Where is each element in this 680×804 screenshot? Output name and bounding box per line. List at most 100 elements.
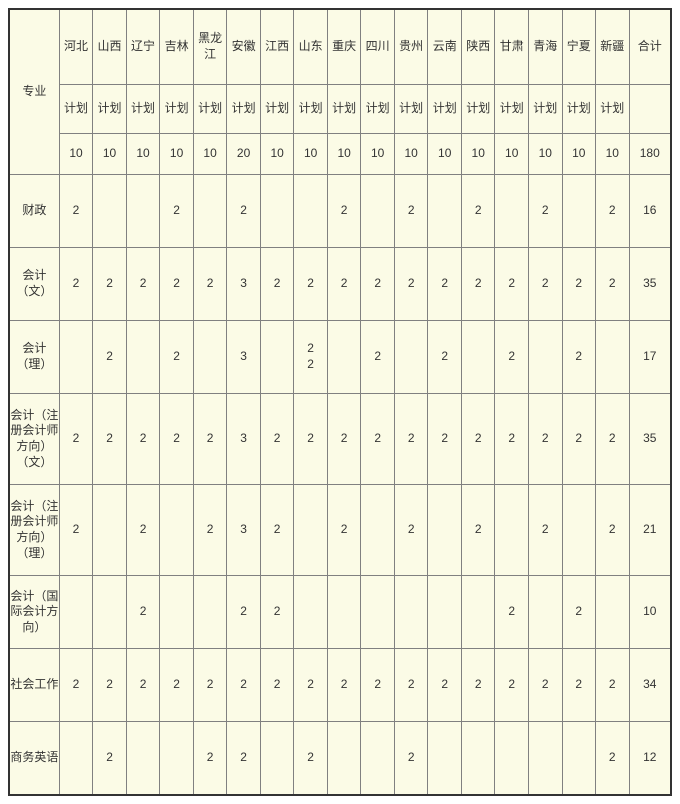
cell: [394, 321, 428, 394]
header-province: 黑龙江: [193, 9, 227, 85]
header-province: 安徽: [227, 9, 261, 85]
cell: [327, 576, 361, 649]
header-province: 新疆: [596, 9, 630, 85]
cell: 2: [260, 394, 294, 485]
cell: [394, 576, 428, 649]
cell: 3: [227, 485, 261, 576]
cell: [461, 321, 495, 394]
row-label: 商务英语: [9, 722, 59, 796]
cell: 2: [93, 321, 127, 394]
header-plan-total: 10: [461, 134, 495, 175]
cell: [93, 576, 127, 649]
cell: [495, 722, 529, 796]
cell: [160, 722, 194, 796]
cell: [59, 576, 93, 649]
header-province: 山东: [294, 9, 328, 85]
header-province: 贵州: [394, 9, 428, 85]
cell: 2: [361, 394, 395, 485]
header-plan-label: 计划: [528, 85, 562, 134]
header-plan-label: 计划: [361, 85, 395, 134]
cell: 2: [428, 394, 462, 485]
header-province: 四川: [361, 9, 395, 85]
header-plan-total: 10: [394, 134, 428, 175]
table-row: 会计（注册会计师方向）（文）2222232222222222235: [9, 394, 671, 485]
cell: 35: [629, 248, 671, 321]
cell: 2: [327, 394, 361, 485]
cell: 2: [160, 321, 194, 394]
cell: 2: [294, 649, 328, 722]
cell: 2: [193, 722, 227, 796]
cell: 2: [461, 175, 495, 248]
row-label: 会计（注册会计师方向）（文）: [9, 394, 59, 485]
cell: 2: [260, 485, 294, 576]
header-plan-label: 计划: [428, 85, 462, 134]
enrollment-plan-table: 专业河北山西辽宁吉林黑龙江安徽江西山东重庆四川贵州云南陕西甘肃青海宁夏新疆合计计…: [8, 8, 672, 796]
cell: 2: [394, 485, 428, 576]
cell: 16: [629, 175, 671, 248]
cell: 2: [596, 248, 630, 321]
cell: [562, 485, 596, 576]
cell: 2: [394, 248, 428, 321]
header-plan-total: 180: [629, 134, 671, 175]
cell: 17: [629, 321, 671, 394]
cell: [461, 722, 495, 796]
cell: 2: [461, 649, 495, 722]
header-province: 宁夏: [562, 9, 596, 85]
cell: 35: [629, 394, 671, 485]
cell: 2: [562, 394, 596, 485]
cell: 2: [160, 394, 194, 485]
cell: 2: [126, 248, 160, 321]
cell: [428, 485, 462, 576]
cell: 2: [428, 248, 462, 321]
header-plan-total: 10: [528, 134, 562, 175]
cell: [59, 722, 93, 796]
cell: [260, 175, 294, 248]
header-plan-total: 10: [126, 134, 160, 175]
cell: 2: [528, 649, 562, 722]
header-province: 甘肃: [495, 9, 529, 85]
cell: 2: [294, 248, 328, 321]
table-row: 社会工作2222222222222222234: [9, 649, 671, 722]
header-plan-total: 10: [260, 134, 294, 175]
cell: 2: [126, 394, 160, 485]
cell: 2: [528, 175, 562, 248]
cell: 2: [93, 394, 127, 485]
header-plan-total: 10: [59, 134, 93, 175]
cell: 2: [596, 394, 630, 485]
header-plan-total: 10: [361, 134, 395, 175]
header-plan-label: 计划: [260, 85, 294, 134]
cell: [428, 722, 462, 796]
cell: [126, 175, 160, 248]
cell: 2: [327, 175, 361, 248]
cell: 21: [629, 485, 671, 576]
cell: 3: [227, 248, 261, 321]
header-province: 青海: [528, 9, 562, 85]
cell: 2: [193, 649, 227, 722]
header-province: 云南: [428, 9, 462, 85]
cell: 2: [495, 321, 529, 394]
table-row: 会计（注册会计师方向）（理）222322222221: [9, 485, 671, 576]
cell: 2: [327, 485, 361, 576]
cell: 2: [160, 175, 194, 248]
cell: 2: [160, 248, 194, 321]
cell: 2: [495, 394, 529, 485]
cell: [361, 485, 395, 576]
cell: 2: [294, 722, 328, 796]
header-plan-label: 计划: [227, 85, 261, 134]
cell: 2: [93, 722, 127, 796]
cell: 2: [93, 248, 127, 321]
cell: [361, 175, 395, 248]
cell: 2: [260, 649, 294, 722]
cell: 2: [495, 248, 529, 321]
cell: 2: [227, 576, 261, 649]
cell: 2: [596, 485, 630, 576]
cell: 2: [327, 649, 361, 722]
cell: 34: [629, 649, 671, 722]
cell: [528, 722, 562, 796]
header-plan-total: 10: [294, 134, 328, 175]
header-province: 山西: [93, 9, 127, 85]
cell: 2: [260, 248, 294, 321]
cell: [428, 175, 462, 248]
cell: 2: [562, 321, 596, 394]
cell: [93, 485, 127, 576]
